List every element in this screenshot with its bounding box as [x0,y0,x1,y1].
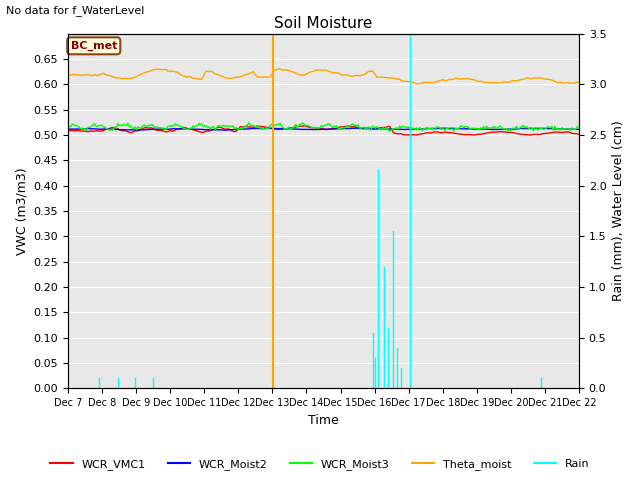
Text: BC_met: BC_met [70,41,117,51]
Y-axis label: VWC (m3/m3): VWC (m3/m3) [15,167,28,255]
X-axis label: Time: Time [308,414,339,427]
Legend: WCR_VMC1, WCR_Moist2, WCR_Moist3, Theta_moist, Rain: WCR_VMC1, WCR_Moist2, WCR_Moist3, Theta_… [46,455,594,474]
Title: Soil Moisture: Soil Moisture [275,16,372,31]
Text: No data for f_WaterLevel: No data for f_WaterLevel [6,5,145,16]
Y-axis label: Rain (mm), Water Level (cm): Rain (mm), Water Level (cm) [612,120,625,301]
